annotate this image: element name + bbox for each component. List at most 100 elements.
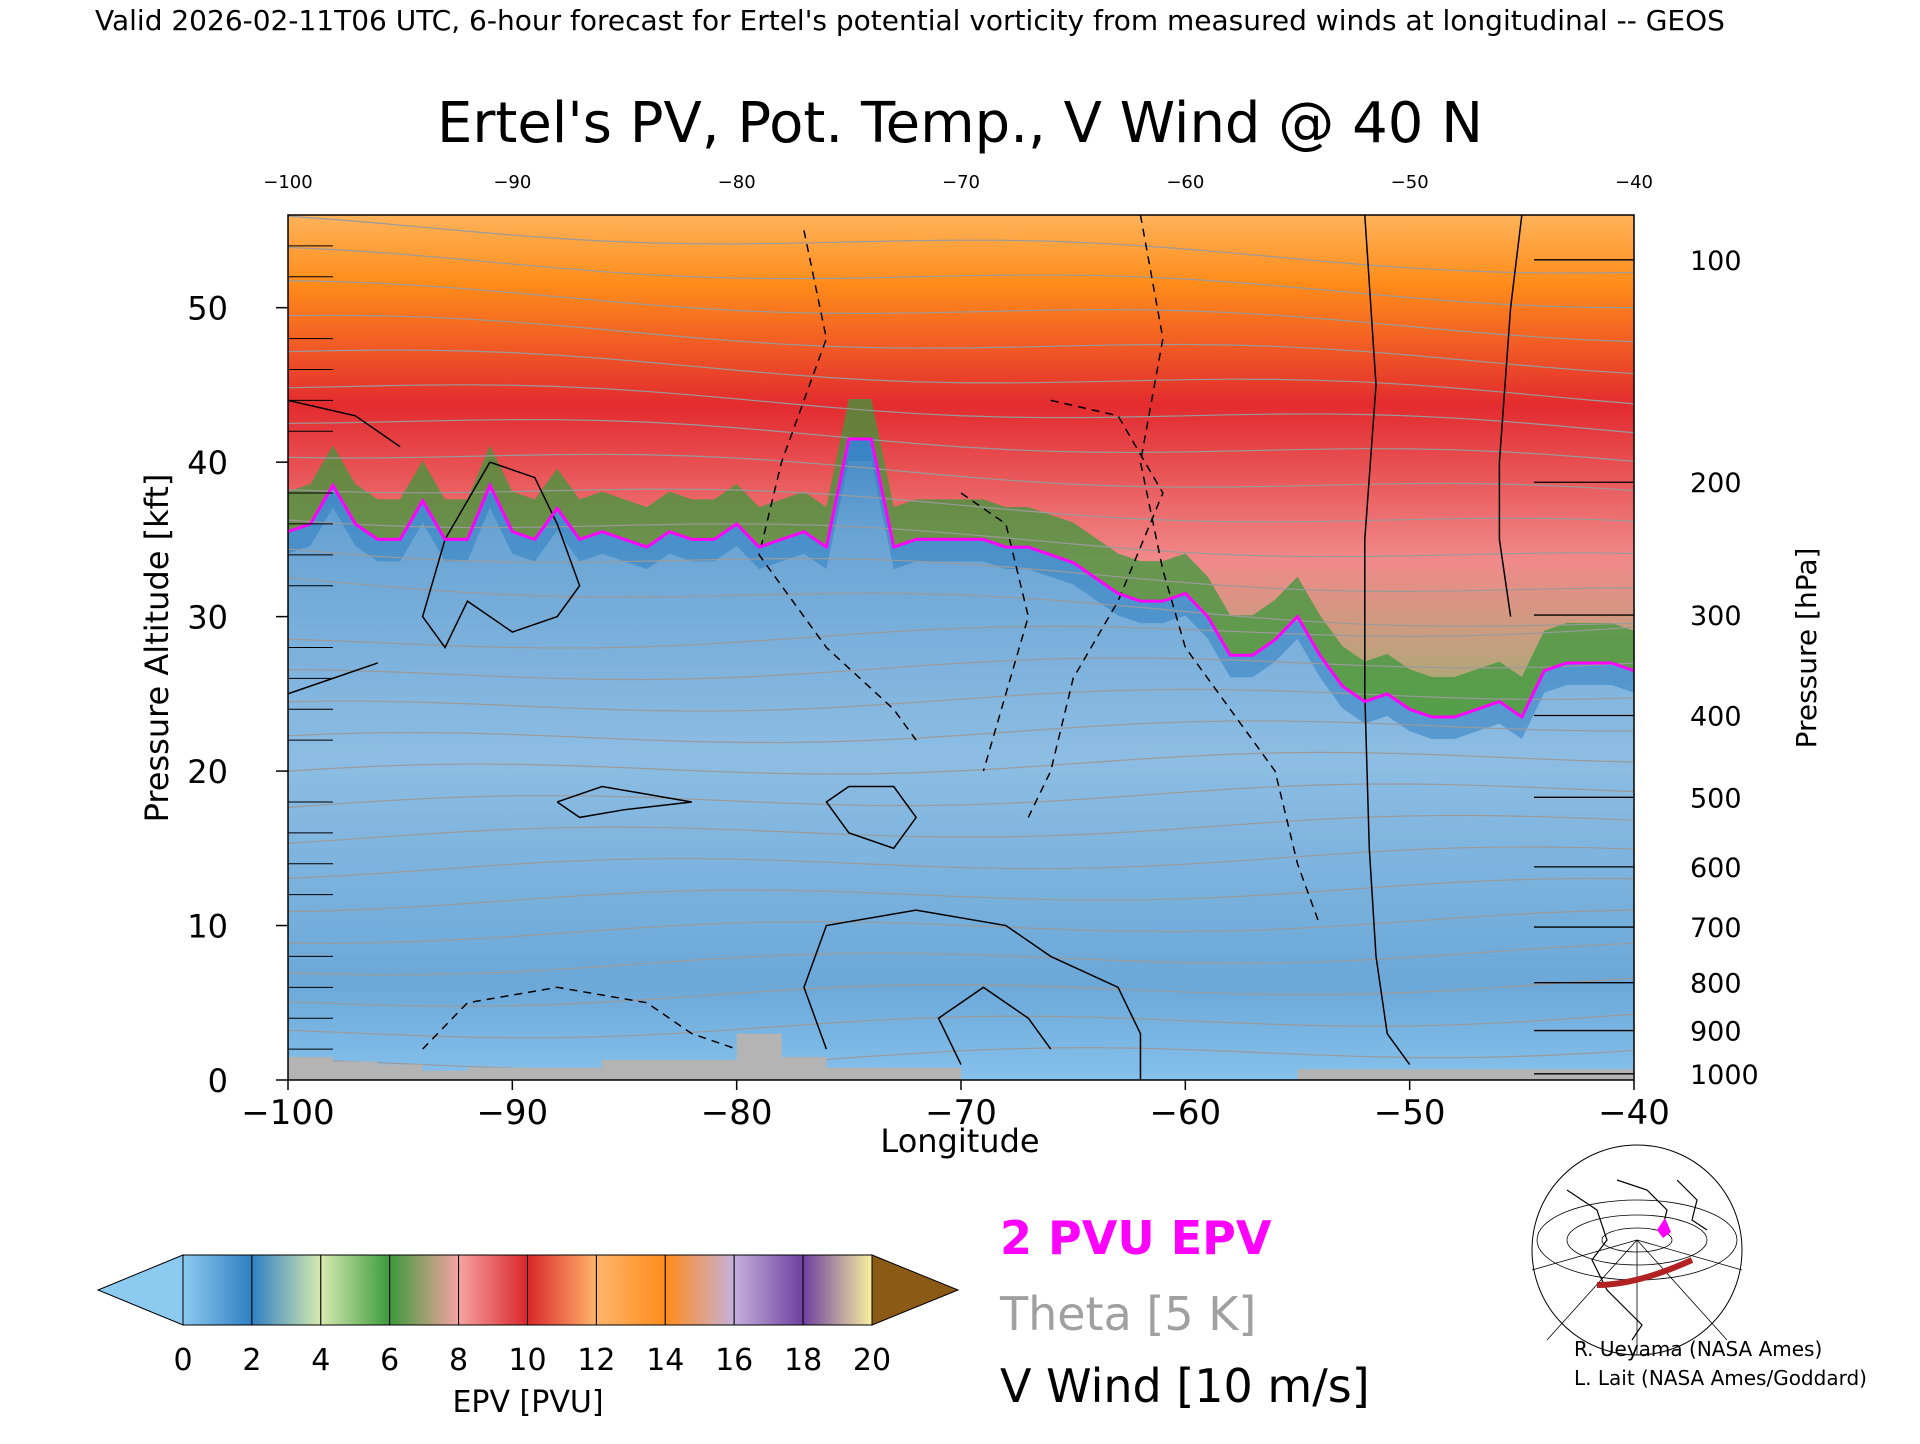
colorbar-segment	[389, 1254, 460, 1326]
theta-contour	[288, 453, 1634, 492]
colorbar-tick-label: 14	[646, 1343, 684, 1378]
theta-contour	[288, 1013, 1634, 1039]
x-tick-label-bottom: −90	[476, 1093, 548, 1133]
theta-contour	[288, 909, 1634, 944]
vwind-positive-contour	[937, 986, 1052, 1065]
x-tick-label-top: −70	[942, 172, 980, 193]
x-axis-label: Longitude	[880, 1122, 1039, 1160]
colorbar-segment	[733, 1254, 804, 1326]
vwind-positive-contour	[556, 785, 692, 819]
y-tick-label-right: 700	[1690, 913, 1742, 944]
x-tick-label-top: −80	[718, 172, 756, 193]
colorbar-label: EPV [PVU]	[452, 1385, 603, 1420]
y-tick-label-left: 50	[187, 290, 228, 328]
colorbar-tick-label: 20	[853, 1343, 891, 1378]
chart-title: Ertel's PV, Pot. Temp., V Wind @ 40 N	[437, 91, 1483, 156]
y-tick-label-right: 500	[1690, 783, 1742, 814]
y-tick-label-right: 200	[1690, 468, 1742, 499]
theta-contour	[288, 488, 1634, 523]
vwind-positive-contour	[825, 785, 918, 850]
theta-contour	[288, 625, 1634, 649]
theta-contour	[288, 942, 1634, 976]
vwind-contours	[288, 215, 1523, 1080]
y-tick-label-left: 40	[187, 444, 228, 482]
theta-contour	[288, 519, 1634, 558]
colorbar-tick-label: 6	[380, 1343, 399, 1378]
legend-vwind: V Wind [10 m/s]	[1000, 1359, 1370, 1413]
x-tick-label-top: −40	[1615, 172, 1653, 193]
legend-theta: Theta [5 K]	[999, 1287, 1256, 1341]
theta-contour	[288, 688, 1634, 712]
terrain	[288, 1033, 1634, 1080]
x-tick-label-bottom: −40	[1598, 1093, 1670, 1133]
y-axis-label-left: Pressure Altitude [kft]	[138, 474, 176, 823]
theta-contour	[288, 246, 1634, 309]
theta-contour	[288, 751, 1634, 775]
colorbar-tick-label: 18	[784, 1343, 822, 1378]
legend-pvu: 2 PVU EPV	[1000, 1211, 1272, 1265]
vwind-negative-contour	[758, 230, 917, 741]
vwind-negative-contour	[1139, 215, 1321, 926]
colorbar-over-triangle	[871, 1254, 960, 1326]
vwind-negative-contour	[960, 492, 1030, 772]
theta-contour	[288, 349, 1634, 405]
colorbar-tick-label: 10	[508, 1343, 546, 1378]
colorbar-segment	[458, 1254, 529, 1326]
colorbar-segment	[664, 1254, 735, 1326]
epv-colorbar: 0 2 4 6 8 10 12 14 16 18 20	[96, 1254, 960, 1378]
y-tick-label-left: 10	[187, 908, 228, 946]
theta-contour	[288, 314, 1634, 375]
x-tick-label-top: −60	[1166, 172, 1204, 193]
colorbar-segment	[595, 1254, 666, 1326]
theta-contour	[288, 814, 1634, 844]
vwind-positive-contour	[1498, 215, 1523, 617]
x-tick-label-top: −90	[493, 172, 531, 193]
colorbar-tick-label: 2	[242, 1343, 261, 1378]
theta-contour	[288, 877, 1634, 913]
troposphere-fill	[288, 438, 1634, 1080]
theta-contour	[288, 577, 1634, 627]
y-tick-label-right: 600	[1690, 853, 1742, 884]
vwind-positive-contour	[421, 461, 581, 649]
colorbar-segment	[251, 1254, 322, 1326]
colorbar-tick-label: 12	[577, 1343, 615, 1378]
theta-contour	[288, 846, 1634, 879]
valid-time-line: Valid 2026-02-11T06 UTC, 6-hour forecast…	[95, 4, 1725, 37]
globe-map-icon	[1531, 1144, 1743, 1356]
theta-contour	[288, 419, 1634, 462]
y-tick-label-left: 30	[187, 599, 228, 637]
colorbar-tick-label: 4	[311, 1343, 330, 1378]
theta-contour	[288, 384, 1634, 434]
theta-contour	[288, 215, 1634, 274]
plot-area	[288, 215, 1634, 1080]
colorbar-segment	[527, 1254, 597, 1326]
vwind-negative-contour	[422, 986, 737, 1050]
x-tick-label-bottom: −80	[701, 1093, 773, 1133]
y-tick-label-left: 0	[208, 1062, 228, 1100]
y-tick-label-right: 300	[1690, 601, 1742, 632]
y-axis-label-right: Pressure [hPa]	[1790, 548, 1823, 749]
x-tick-label-bottom: −70	[925, 1093, 997, 1133]
vwind-positive-contour	[803, 909, 1142, 1080]
colorbar-tick-label: 0	[173, 1343, 192, 1378]
credit-line-2: L. Lait (NASA Ames/Goddard)	[1574, 1366, 1867, 1390]
colorbar-tick-label: 16	[715, 1343, 753, 1378]
axes: 0 10 20 30 40 50 1000 900 800 700 600 500 400 300 200 1…	[187, 172, 1758, 1133]
colorbar-tick-label: 8	[449, 1343, 468, 1378]
cross-section-track	[1596, 1257, 1694, 1288]
x-tick-label-top: −50	[1391, 172, 1429, 193]
theta-contour	[288, 657, 1634, 681]
vwind-positive-contour	[288, 399, 401, 448]
y-tick-label-right: 800	[1690, 969, 1742, 1000]
colorbar-segment	[320, 1254, 391, 1326]
theta-contour	[288, 720, 1634, 744]
theta-contour	[288, 977, 1634, 1007]
x-tick-label-top: −100	[263, 172, 312, 193]
tropopause-band	[288, 438, 1634, 740]
stratosphere-low-band	[288, 398, 1634, 718]
y-tick-label-right: 100	[1690, 246, 1742, 277]
y-tick-label-right: 1000	[1690, 1060, 1759, 1091]
pvu-2-contour	[288, 437, 1634, 720]
